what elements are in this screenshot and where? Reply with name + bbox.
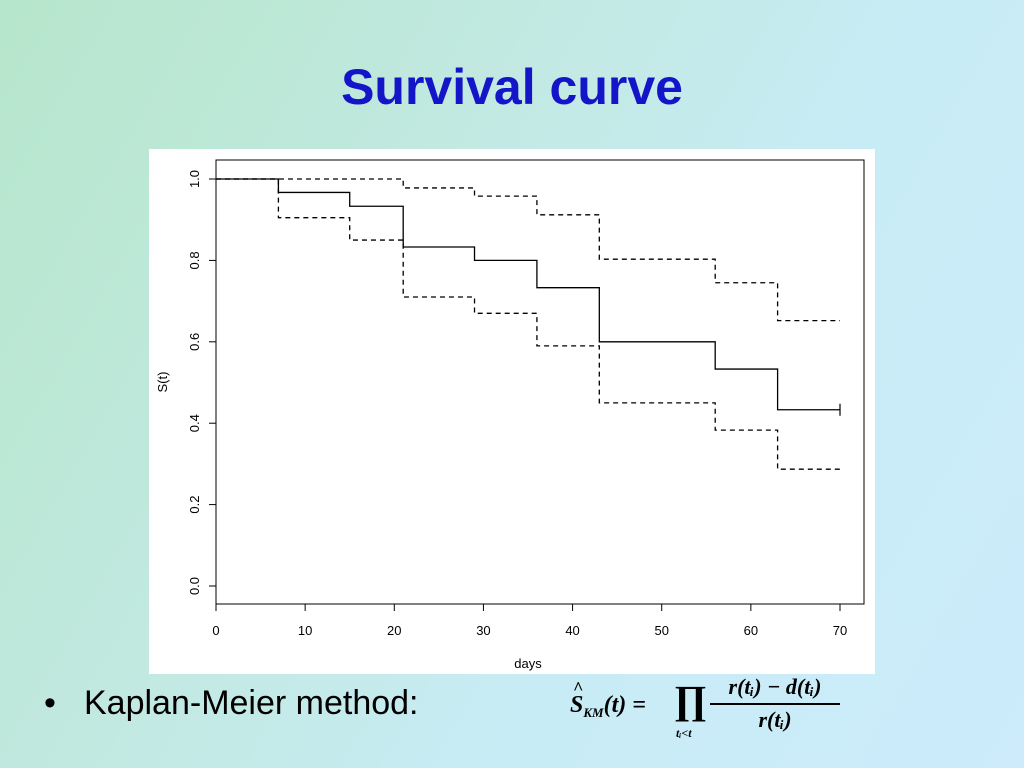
x-tick-label-2: 20 (387, 623, 401, 638)
survival-curve (216, 178, 840, 411)
formula-fraction: r(tᵢ) − d(tᵢ) r(tᵢ) (710, 674, 840, 733)
y-tick-label-0: 0.0 (187, 577, 202, 595)
x-axis-label: days (514, 656, 542, 671)
x-tick-label-4: 40 (565, 623, 579, 638)
y-tick-label-1: 0.2 (187, 496, 202, 514)
survival-chart-svg: 0 10 20 30 40 50 60 70 0.0 0.2 0.4 0.6 0.8 1.0 days S(t… (155, 159, 865, 671)
bullet-text: Kaplan-Meier method: (84, 684, 419, 722)
formula-denominator: r(tᵢ) (758, 707, 792, 732)
formula-lhs-arg: (t) = (603, 692, 646, 718)
slide-title: Survival curve (341, 59, 683, 115)
y-tick-label-2: 0.4 (187, 414, 202, 432)
survival-plot: 0 10 20 30 40 50 60 70 0.0 0.2 0.4 0.6 0.8 1.0 days S(t… (149, 149, 875, 674)
x-tick-label-6: 60 (744, 623, 758, 638)
formula-lhs: SKM(t) = (570, 678, 646, 721)
formula-numerator: r(tᵢ) − d(tᵢ) (728, 674, 822, 699)
x-tick-label-0: 0 (212, 623, 219, 638)
x-tick-label-5: 50 (654, 623, 668, 638)
formula-product-subscript: tᵢ<t (676, 726, 692, 740)
bullet-item: • Kaplan-Meier method: (44, 686, 419, 720)
x-tick-label-3: 30 (476, 623, 490, 638)
y-tick-label-4: 0.8 (187, 251, 202, 269)
formula-s-hat: S (570, 678, 584, 719)
kaplan-meier-formula: SKM(t) = ∏ tᵢ<t r(tᵢ) − d(tᵢ) r(tᵢ) (570, 672, 850, 746)
bullet-marker: • (44, 684, 56, 722)
confidence-band-2 (216, 178, 840, 470)
y-tick-label-5: 1.0 (187, 170, 202, 188)
formula-fraction-bar (710, 703, 840, 705)
formula-km-subscript: KM (583, 705, 604, 720)
plot-frame (215, 159, 865, 605)
x-tick-label-7: 70 (833, 623, 847, 638)
formula-product-symbol: ∏ (674, 677, 707, 722)
y-axis-label: S(t) (155, 372, 170, 393)
confidence-band-1 (216, 178, 840, 322)
x-tick-label-1: 10 (298, 623, 312, 638)
y-tick-label-3: 0.6 (187, 333, 202, 351)
